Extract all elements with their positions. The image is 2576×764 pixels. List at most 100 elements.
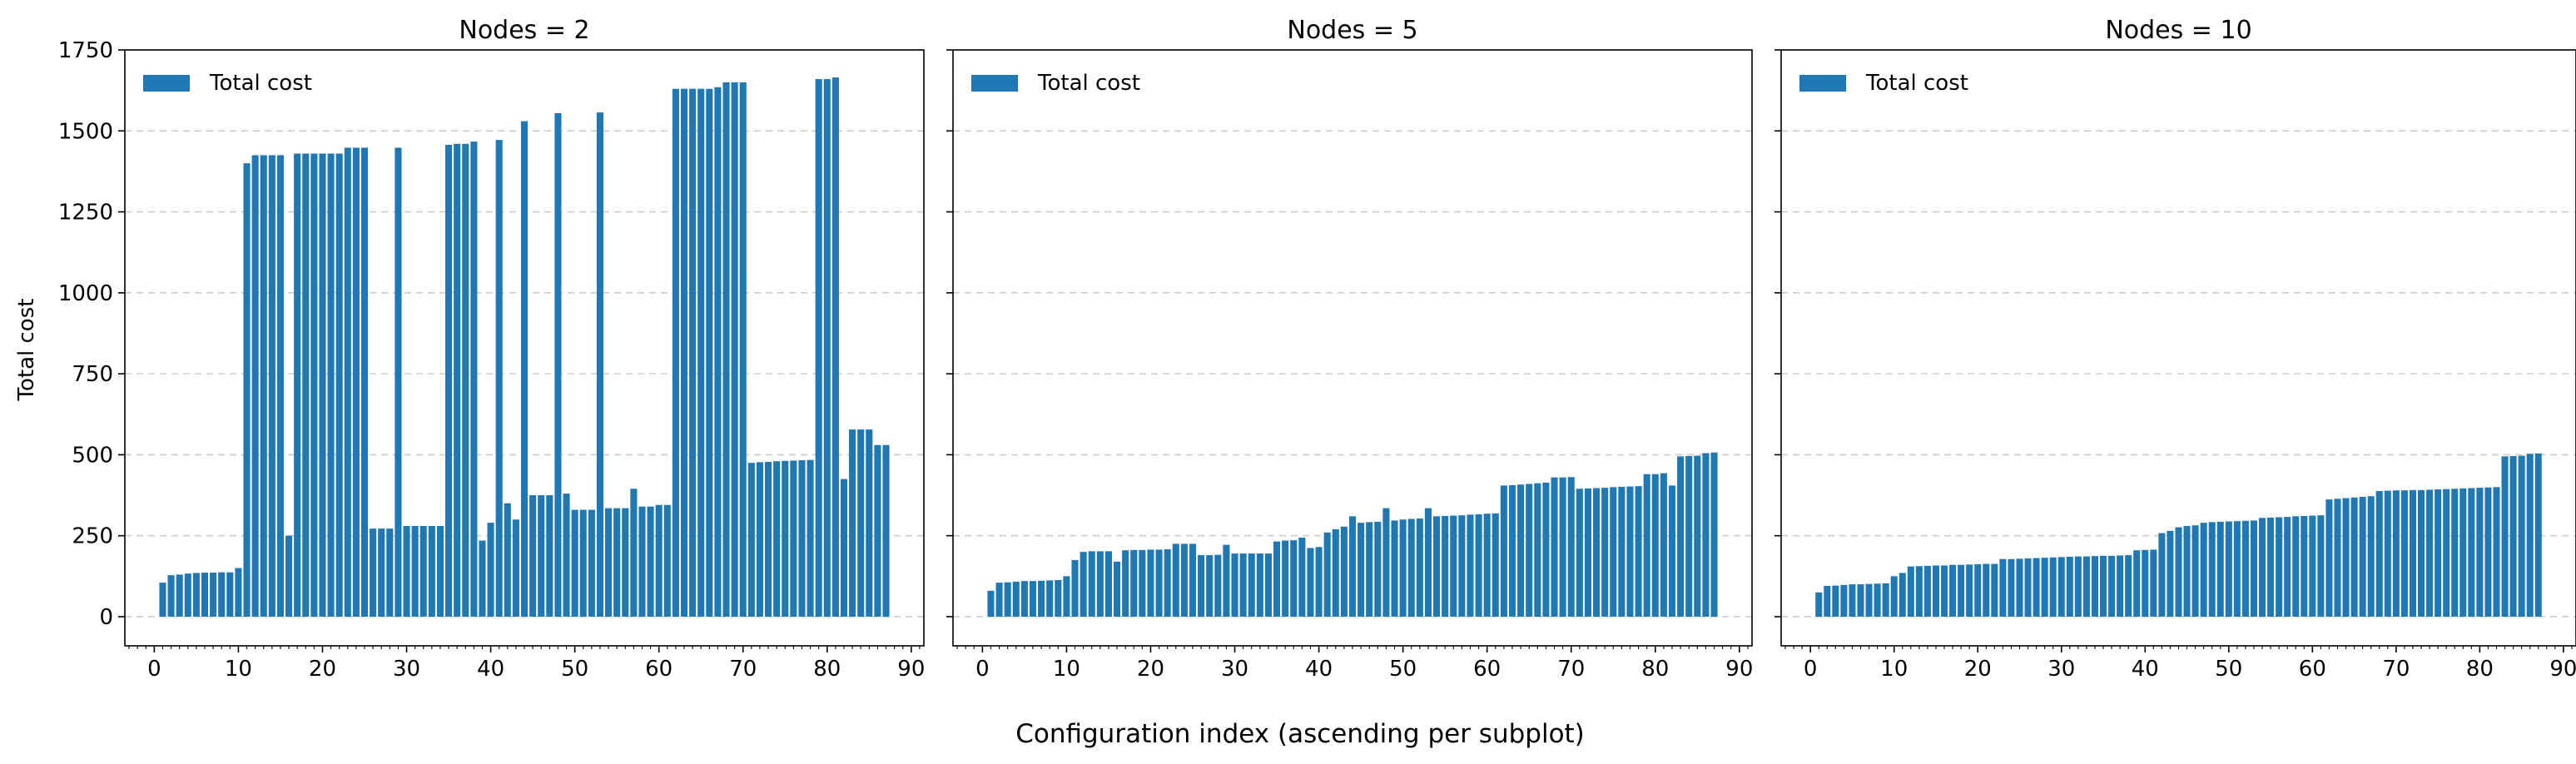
bar (571, 509, 578, 617)
bar (1012, 581, 1020, 617)
bar (714, 87, 722, 617)
bar (1114, 561, 1121, 617)
bar (790, 460, 797, 617)
x-tick-label: 0 (147, 657, 161, 682)
bar (1907, 566, 1914, 617)
bar (2200, 523, 2207, 617)
bar (335, 153, 343, 617)
axes-layer: 0 10 20 30 40 50 60 70 80 90 (946, 49, 1753, 682)
bar (1374, 521, 1382, 617)
bar (520, 121, 529, 617)
bar (2468, 488, 2475, 617)
bar (1147, 549, 1154, 617)
bar (1071, 559, 1079, 617)
bar (1824, 586, 1831, 617)
bar (1315, 547, 1323, 617)
bar (1458, 515, 1466, 617)
bar (2250, 520, 2257, 617)
y-tick-label: 250 (72, 524, 113, 549)
bar (1832, 585, 1839, 617)
bar (2167, 530, 2174, 617)
bar (1164, 549, 1171, 617)
bar (1923, 565, 1931, 617)
bar (2451, 489, 2459, 617)
legend-label: Total cost (1037, 71, 1140, 96)
bar (1483, 513, 1491, 617)
bar (1559, 477, 1566, 617)
x-tick-label: 90 (2549, 657, 2576, 682)
bar (1467, 514, 1474, 617)
bar (428, 526, 435, 617)
bar (1874, 583, 1881, 617)
bar (1214, 554, 1222, 617)
bar (2367, 496, 2375, 617)
x-tick-label: 20 (1137, 657, 1164, 682)
bar (1610, 487, 1617, 617)
bar (2225, 521, 2232, 617)
bar (672, 88, 679, 617)
bar (1958, 564, 1965, 617)
bar (538, 495, 545, 617)
bar (210, 573, 217, 617)
bar (1941, 565, 1948, 617)
bar (2241, 520, 2249, 617)
bar (613, 508, 621, 617)
bar (1004, 582, 1011, 617)
bar (1357, 523, 1365, 617)
bar (1104, 551, 1112, 617)
bar (319, 153, 326, 617)
bar (1584, 488, 1591, 617)
bar (1668, 485, 1676, 617)
bar (529, 495, 537, 617)
bar (1593, 488, 1601, 617)
bar (1932, 565, 1939, 617)
bar (302, 153, 310, 617)
bar (1264, 553, 1272, 617)
bar (2024, 558, 2032, 617)
x-tick-label: 10 (1880, 657, 1908, 682)
bar (1080, 552, 1087, 617)
bar (1198, 555, 1205, 617)
x-tick-label: 20 (309, 657, 336, 682)
bar (1710, 452, 1718, 617)
x-tick-label: 90 (897, 657, 925, 682)
bar (1865, 583, 1873, 617)
x-tick-label: 30 (393, 657, 420, 682)
bar (815, 79, 822, 617)
bar (1189, 543, 1197, 617)
bar (1849, 584, 1856, 617)
bar (2501, 456, 2509, 617)
bar (1399, 519, 1407, 617)
bar (739, 82, 747, 617)
bar (1231, 553, 1238, 617)
bar (2476, 488, 2484, 617)
bar (2117, 555, 2124, 617)
bar (1966, 564, 1973, 617)
bar (554, 112, 562, 617)
bar (1983, 563, 1990, 617)
bar (2276, 517, 2283, 617)
bar (1063, 576, 1070, 617)
bar (1433, 516, 1441, 617)
bar (680, 88, 688, 617)
bar (294, 153, 301, 617)
bar (504, 503, 511, 617)
bar (1382, 508, 1390, 617)
bar (579, 509, 587, 617)
legend-swatch (143, 75, 190, 92)
bar (1096, 551, 1104, 617)
legend: Total cost (143, 71, 312, 96)
y-tick-label: 1750 (58, 38, 113, 63)
bar (479, 540, 486, 617)
bar (378, 528, 385, 617)
x-tick-label: 70 (2382, 657, 2410, 682)
bar (1999, 558, 2007, 617)
bar (2426, 489, 2434, 617)
bar (2033, 558, 2040, 617)
bar (1416, 518, 1423, 617)
bar (1239, 553, 1247, 617)
bar (419, 526, 427, 617)
bar (1172, 543, 1179, 617)
bar (1298, 538, 1306, 617)
bar (1882, 583, 1889, 617)
